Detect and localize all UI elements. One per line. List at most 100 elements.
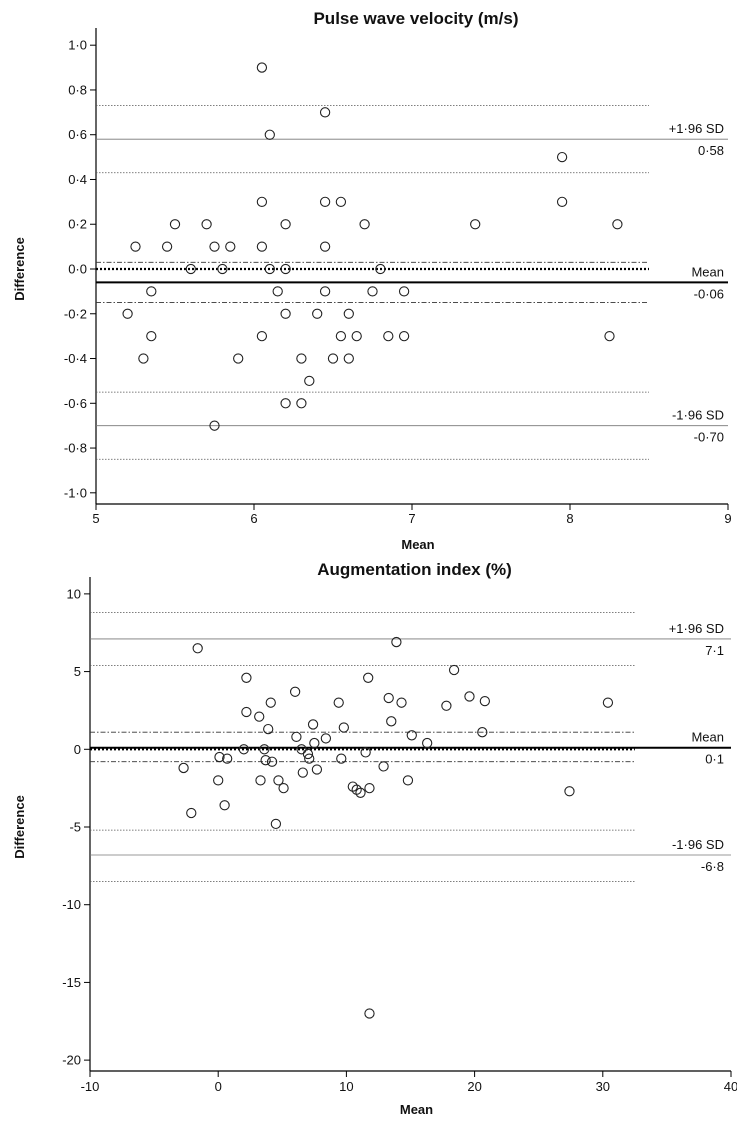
data-point [146,330,157,342]
chart-title: Augmentation index (%) [317,560,512,579]
data-point [338,722,349,733]
data-point [225,241,236,252]
data-point [336,753,347,764]
data-point [320,733,332,744]
data-point [383,692,394,704]
x-tick-label: 30 [596,1079,610,1094]
data-point [335,330,347,342]
data-point [312,308,323,319]
data-point [383,330,394,342]
y-tick-label: -1·0 [64,485,87,500]
data-point [122,308,133,319]
data-point [273,775,284,786]
data-point [296,353,307,364]
data-point [378,761,389,772]
data-point [556,151,568,163]
y-tick-label: 10 [67,586,81,601]
data-point [256,62,268,73]
mean-label: Mean [691,264,724,279]
data-point [343,308,354,319]
lower-loa-label: -1·96 SD [672,408,724,423]
data-point [209,241,220,252]
x-tick-label: 7 [408,511,415,526]
data-point [296,398,307,409]
mean-value: 0·1 [705,752,724,767]
data-point [130,241,141,252]
x-tick-label: 0 [215,1079,222,1094]
data-point [256,241,268,252]
data-point [319,286,331,297]
y-tick-label: -15 [62,975,81,990]
data-point [470,219,481,230]
y-tick-label: -0·2 [64,306,87,321]
data-point [289,686,301,697]
y-tick-label: 0·4 [68,172,87,187]
data-point [217,263,228,275]
data-point [360,747,371,758]
data-point [209,420,220,431]
data-point [241,706,252,718]
x-tick-label: 5 [92,511,99,526]
data-point [304,753,315,764]
data-point [319,196,331,208]
data-point [266,756,278,767]
data-point [280,263,291,275]
data-point [255,775,266,786]
y-tick-label: 1·0 [68,38,87,53]
data-point [260,755,271,766]
data-point [364,1008,375,1019]
y-axis-label: Difference [12,795,27,859]
data-point [256,330,268,342]
y-axis-label: Difference [12,237,27,301]
data-point [363,672,374,683]
data-point [375,263,386,275]
data-point [161,241,173,252]
mean-value: -0·06 [694,286,724,301]
data-point [406,730,417,741]
upper-loa-label: +1·96 SD [669,621,724,636]
data-point [359,219,370,230]
data-point [259,744,270,755]
data-point [297,767,308,778]
lower-loa-label: -1·96 SD [672,837,724,852]
y-tick-label: -0·6 [64,396,87,411]
data-point [185,263,196,275]
data-point [311,764,323,775]
data-point [564,786,575,797]
data-point [291,731,302,743]
lower-loa-value: -0·70 [694,430,724,445]
data-point [280,308,291,319]
data-point [448,664,460,676]
upper-loa-value: 0·58 [698,143,724,158]
x-tick-label: 6 [250,511,257,526]
data-point [309,737,320,749]
data-point [241,672,252,683]
data-point [304,375,315,387]
data-point [278,782,289,794]
data-point [351,784,362,795]
data-point [477,727,488,738]
y-tick-label: -0·8 [64,441,87,456]
data-point [604,330,615,342]
x-tick-label: 20 [467,1079,481,1094]
data-point [264,263,275,275]
data-point [272,286,283,297]
data-point [347,781,358,792]
lower-loa-value: -6·8 [701,859,724,874]
data-point [391,636,402,648]
data-point [398,286,410,297]
data-point [270,818,282,830]
data-point [398,330,410,342]
y-tick-label: -5 [69,820,81,835]
data-point [192,643,203,654]
data-point [213,775,224,786]
data-point [214,751,225,763]
x-tick-label: -10 [81,1079,100,1094]
data-point [556,196,568,208]
data-point [169,219,181,230]
data-point [396,697,407,708]
data-point [333,697,344,708]
x-axis-label: Mean [400,1102,433,1117]
data-point [256,196,268,208]
